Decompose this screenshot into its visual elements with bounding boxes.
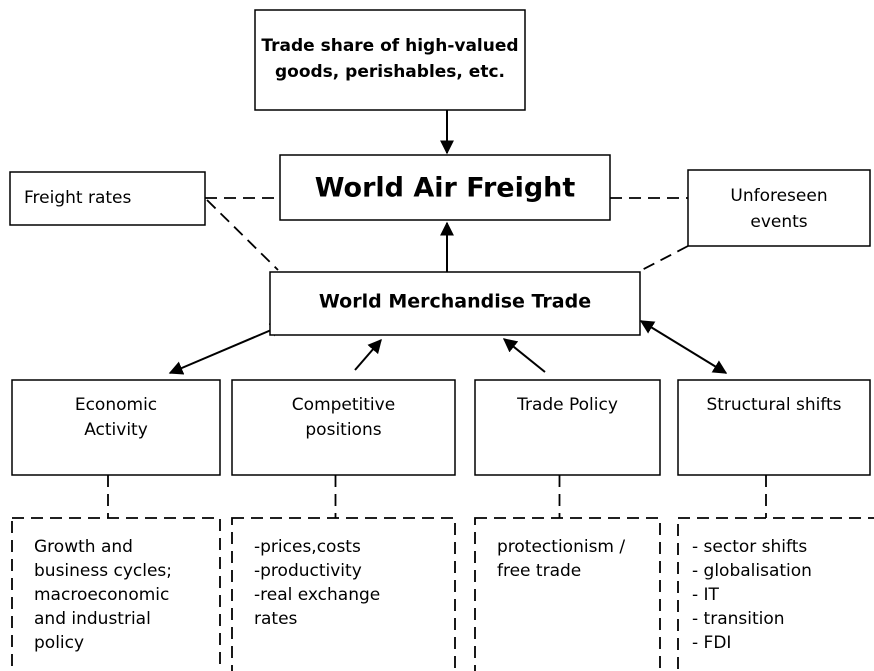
driver-label: Structural shifts (706, 395, 841, 415)
detail-text: policy (34, 633, 84, 653)
detail-text: protectionism / (497, 537, 625, 557)
top-box-text: Trade share of high-valued (261, 36, 518, 56)
driver-box (677, 379, 871, 476)
detail-box (474, 517, 661, 671)
detail-text: -prices,costs (254, 537, 361, 557)
driver-box (11, 379, 221, 476)
unforeseen-box (687, 169, 871, 247)
driver-label: positions (305, 420, 381, 440)
detail-text: - IT (692, 585, 720, 605)
detail-text: business cycles; (34, 561, 172, 581)
arrow (168, 323, 285, 375)
top-box-text: goods, perishables, etc. (275, 62, 505, 82)
dashed-link (637, 245, 689, 273)
arrow (354, 338, 382, 371)
merchandise-box (269, 271, 641, 336)
detail-text: free trade (497, 561, 581, 581)
merchandise-text: World Merchandise Trade (319, 291, 591, 313)
driver-label: Competitive (292, 395, 395, 415)
arrow (502, 338, 546, 373)
detail-text: - FDI (692, 633, 731, 653)
center-text: World Air Freight (315, 173, 576, 204)
detail-box (677, 517, 874, 671)
detail-text: rates (254, 609, 298, 629)
detail-text: -productivity (254, 561, 362, 581)
detail-text: - sector shifts (692, 537, 807, 557)
driver-label: Trade Policy (516, 395, 618, 415)
driver-box (474, 379, 661, 476)
detail-text: -real exchange (254, 585, 380, 605)
detail-text: Growth and (34, 537, 133, 557)
detail-text: macroeconomic (34, 585, 169, 605)
detail-box (11, 517, 221, 671)
driver-label: Activity (84, 420, 148, 440)
freight-rates-text: Freight rates (24, 188, 132, 208)
detail-text: - transition (692, 609, 785, 629)
unforeseen-text: Unforeseen (730, 186, 827, 206)
unforeseen-text: events (750, 212, 807, 232)
detail-text: - globalisation (692, 561, 812, 581)
center-box (279, 154, 611, 221)
arrow (639, 320, 728, 374)
top-box (254, 9, 526, 111)
detail-box (231, 517, 456, 671)
freight-rates-box (9, 171, 206, 226)
driver-label: Economic (75, 395, 157, 415)
detail-text: and industrial (34, 609, 151, 629)
driver-box (231, 379, 456, 476)
dashed-link (206, 199, 279, 271)
